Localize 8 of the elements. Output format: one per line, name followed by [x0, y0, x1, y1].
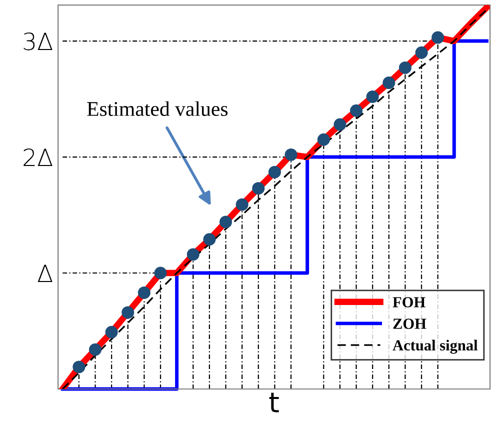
x-axis-title: t	[269, 392, 279, 412]
legend-label: FOH	[392, 297, 426, 308]
y-tick-label: Δ	[38, 264, 52, 282]
y-tick-label: 3Δ	[24, 32, 52, 50]
annotation: Estimated values	[87, 101, 228, 116]
legend-label: Actual signal	[392, 340, 478, 354]
y-tick-label: 2Δ	[24, 148, 52, 166]
legend-label: ZOH	[393, 318, 426, 329]
